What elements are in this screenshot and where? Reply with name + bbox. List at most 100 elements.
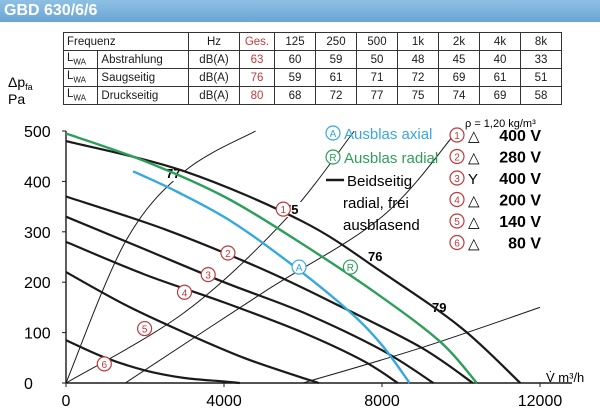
curve-s1 [65, 140, 522, 384]
y-axis-unit: Pa [8, 91, 25, 107]
efficiency-line [125, 130, 458, 384]
legend-axial-mark-text: A [330, 129, 337, 140]
x-tick-label: 0 [62, 393, 71, 410]
value-cell: 80 [239, 86, 275, 105]
efficiency-label-bg [365, 249, 387, 264]
efficiency-label: 79 [432, 300, 446, 315]
value-cell: 45 [438, 50, 480, 69]
value-cell: 76 [239, 68, 275, 87]
x-tick-label: 8000 [364, 393, 400, 410]
voltage-symbol: △ [468, 214, 480, 231]
lwa-cell: LWA [62, 86, 99, 105]
voltage-marker-label: 1 [454, 131, 460, 142]
voltage-symbol: △ [468, 236, 480, 253]
noise-row-abstrahlung: LWA Abstrahlung dB(A) 63 60 59 50 48 45 … [62, 50, 562, 69]
voltage-marker-label: 3 [454, 174, 460, 185]
voltage-marker-label: 2 [454, 153, 460, 164]
voltage-marker-label: 6 [454, 239, 460, 250]
legend-axial-label: Ausblas axial [344, 126, 432, 143]
curve-marker [342, 259, 358, 275]
voltage-symbol: Y [468, 171, 478, 188]
curve-marker [96, 356, 112, 372]
voltage-label: 400 V [499, 128, 541, 145]
voltage-symbol: △ [468, 150, 480, 167]
curve-marker-label: 2 [225, 249, 231, 260]
voltage-marker [449, 191, 465, 208]
legend-both-label: ausblasend [343, 217, 420, 234]
legend-radial-label: Ausblas radial [344, 150, 438, 167]
value-cell: 75 [397, 86, 439, 105]
axis-lines [65, 131, 572, 384]
unit-cell: dB(A) [188, 86, 240, 105]
value-cell: 69 [479, 86, 521, 105]
efficiency-line [65, 130, 355, 384]
voltage-label: 80 V [508, 236, 541, 253]
legend-axial-mark [325, 125, 341, 141]
curve-marker-label: 1 [280, 205, 286, 216]
curve-s4 [65, 240, 399, 384]
legend-radial-mark [325, 149, 341, 165]
legend-both-label: Beidseitig [347, 173, 412, 190]
noise-table: Frequenz Hz Ges. 125 250 500 1k 2k 4k 8k… [62, 32, 562, 105]
voltage-label: 200 V [499, 193, 541, 210]
row-label: Druckseitig [97, 86, 189, 105]
y-tick-label: 300 [24, 225, 51, 242]
legend-radial-mark-text: R [329, 153, 336, 164]
curve-rad [65, 132, 478, 384]
curve-marker [176, 284, 193, 300]
y-tick-label: 100 [24, 326, 51, 343]
curve-s6 [65, 339, 240, 385]
voltage-symbol: △ [468, 193, 480, 210]
curve-markers: 1 2 3 4 5 6 A R [96, 201, 358, 372]
value-cell: 33 [520, 50, 562, 69]
density-note: ρ = 1,20 kg/m³ [465, 118, 536, 130]
value-cell: 72 [315, 86, 357, 105]
y-tick-label: 500 [24, 124, 51, 141]
product-title: GBD 630/6/6 [4, 2, 98, 19]
efficiency-line [65, 130, 256, 384]
curve-marker [275, 201, 291, 217]
efficiency-label: 76 [368, 249, 382, 264]
curve-s3 [65, 215, 434, 384]
y-tick-label: 0 [24, 376, 33, 393]
curve-marker-label: R [347, 263, 354, 274]
y-tick-label: 200 [24, 275, 51, 292]
y-axis-label-sub: fa [25, 82, 33, 92]
curve-marker [220, 245, 236, 261]
voltage-label: 400 V [499, 171, 541, 188]
curve-marker-label: A [296, 263, 303, 274]
curve-marker-label: 4 [182, 288, 188, 299]
noise-row-druckseitig: LWA Druckseitig dB(A) 80 68 72 77 75 74 … [62, 86, 562, 105]
curve-marker [137, 320, 153, 337]
row-label: Abstrahlung [97, 50, 189, 69]
efficiency-label-bg [429, 300, 451, 315]
voltage-marker-label: 5 [454, 217, 460, 228]
noise-row-saugseitig: LWA Saugseitig dB(A) 76 59 61 71 72 69 6… [62, 68, 562, 87]
curve-marker [200, 267, 216, 283]
header-cell: 8k [520, 32, 562, 51]
legend-both-label: radial, frei [343, 195, 409, 212]
performance-curves [65, 132, 522, 385]
x-axis-label: V̇ m³/h [546, 370, 584, 385]
title-bar: GBD 630/6/6 [0, 0, 600, 22]
curve-s2 [65, 195, 474, 384]
x-tick-label: 12000 [518, 393, 563, 410]
value-cell: 77 [356, 86, 398, 105]
curve-s5 [65, 271, 320, 385]
voltage-marker-label: 4 [454, 196, 460, 207]
curve-marker-label: 6 [102, 360, 108, 371]
x-tick-label: 4000 [206, 393, 242, 410]
voltage-label: 140 V [499, 214, 541, 231]
voltage-marker [449, 213, 465, 229]
voltage-marker [449, 234, 465, 251]
y-tick-label: 400 [24, 174, 51, 191]
value-cell: 58 [520, 86, 562, 105]
curve-marker [291, 259, 307, 275]
voltage-marker [449, 148, 465, 165]
curve-marker-label: 3 [205, 271, 211, 282]
voltage-symbol: △ [468, 128, 480, 145]
efficiency-line [302, 306, 541, 384]
